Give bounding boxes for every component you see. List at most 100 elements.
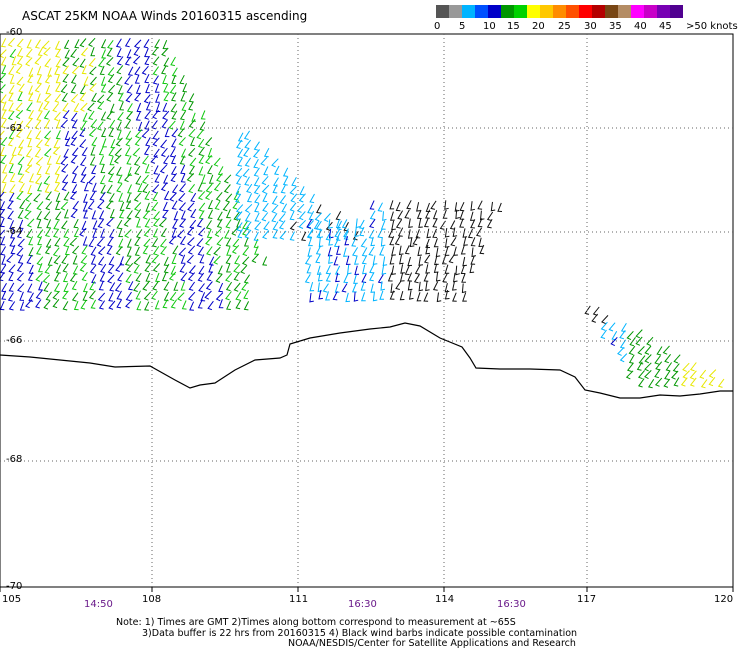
wind-barb xyxy=(55,74,61,84)
wind-barb xyxy=(118,192,124,202)
wind-barb xyxy=(455,209,460,220)
wind-barb xyxy=(136,301,142,311)
wind-barb xyxy=(216,236,224,247)
legend-swatch xyxy=(618,5,631,18)
wind-barb xyxy=(391,220,396,231)
wind-barb xyxy=(469,211,475,221)
wind-barb xyxy=(0,146,5,157)
wind-barb xyxy=(60,119,68,129)
wind-barb xyxy=(170,173,178,183)
wind-barb xyxy=(467,228,473,239)
wind-barb xyxy=(361,292,366,302)
wind-barb xyxy=(119,101,124,111)
wind-barb xyxy=(80,47,88,57)
wind-barb xyxy=(119,256,125,266)
wind-barb xyxy=(335,272,340,283)
wind-barb xyxy=(70,74,77,84)
wind-barb xyxy=(471,247,477,258)
wind-barb xyxy=(154,83,160,93)
wind-barb xyxy=(72,57,80,67)
wind-barb xyxy=(161,47,169,57)
wind-barb xyxy=(225,209,231,219)
wind-barb xyxy=(54,200,60,210)
wind-barb xyxy=(71,147,79,157)
wind-barb xyxy=(477,217,483,228)
wind-barb xyxy=(124,75,131,85)
wind-barb xyxy=(163,263,170,274)
wind-barb xyxy=(347,264,352,275)
wind-barb xyxy=(160,147,168,157)
wind-barb xyxy=(73,228,79,238)
wind-barb xyxy=(54,65,60,76)
wind-barb xyxy=(404,245,410,255)
wind-barb xyxy=(442,273,448,283)
wind-barb xyxy=(43,110,50,120)
wind-barb xyxy=(644,370,652,380)
wind-barb xyxy=(163,83,169,93)
wind-barb xyxy=(0,236,6,246)
wind-barb xyxy=(109,103,115,113)
wind-barb xyxy=(127,184,132,194)
wind-barb xyxy=(0,229,5,239)
wind-barb xyxy=(116,299,123,309)
wind-barb xyxy=(36,219,42,229)
wind-barb xyxy=(100,111,107,121)
wind-barb xyxy=(223,174,232,184)
wind-barb xyxy=(444,289,450,300)
wind-barb xyxy=(417,246,422,257)
wind-barb xyxy=(52,228,60,238)
wind-barb xyxy=(17,283,25,293)
wind-barb xyxy=(43,46,51,56)
wind-barb xyxy=(125,291,132,302)
wind-barb xyxy=(60,201,68,211)
wind-barb xyxy=(134,209,142,219)
wind-barb xyxy=(135,84,141,94)
wind-barb xyxy=(425,209,431,219)
wind-barb xyxy=(91,210,97,220)
wind-barb xyxy=(432,218,438,228)
wind-barb xyxy=(352,231,359,241)
wind-barb xyxy=(169,84,177,95)
wind-barb xyxy=(154,39,160,49)
legend-swatch xyxy=(553,5,566,18)
wind-barb xyxy=(61,174,69,184)
wind-barb xyxy=(188,128,196,138)
wind-barb xyxy=(98,281,104,291)
wind-barb xyxy=(644,354,652,364)
wind-barb xyxy=(108,127,114,138)
wind-barb xyxy=(188,165,195,175)
wind-barb xyxy=(180,164,186,175)
wind-barb xyxy=(673,377,680,387)
wind-barb xyxy=(145,254,151,264)
time-label: 16:30 xyxy=(348,599,377,610)
wind-barb xyxy=(133,46,140,56)
wind-barb xyxy=(306,264,312,274)
lon-label: 114 xyxy=(435,594,455,605)
wind-barb xyxy=(377,274,384,284)
wind-barb xyxy=(101,49,106,59)
wind-barb xyxy=(135,290,141,300)
legend-label: 40 xyxy=(634,21,647,32)
wind-barb xyxy=(188,183,195,194)
wind-barb xyxy=(198,166,204,176)
wind-barb xyxy=(27,73,34,84)
wind-barb xyxy=(55,58,62,68)
wind-barb xyxy=(629,337,636,347)
wind-barb xyxy=(17,209,24,219)
wind-barb xyxy=(180,210,186,220)
wind-barb xyxy=(150,154,158,164)
wind-barb xyxy=(708,376,716,387)
wind-barb xyxy=(271,204,279,214)
wind-barb xyxy=(6,253,14,263)
wind-barb xyxy=(98,146,104,156)
wind-barb xyxy=(110,139,116,149)
wind-barb xyxy=(459,201,465,212)
wind-barb xyxy=(62,263,69,273)
wind-barb xyxy=(35,299,42,309)
wind-barb xyxy=(253,231,259,241)
wind-barb xyxy=(151,254,159,264)
wind-barb xyxy=(317,272,323,282)
wind-barb xyxy=(80,255,88,265)
wind-barb xyxy=(34,175,42,185)
wind-barb xyxy=(222,202,230,212)
